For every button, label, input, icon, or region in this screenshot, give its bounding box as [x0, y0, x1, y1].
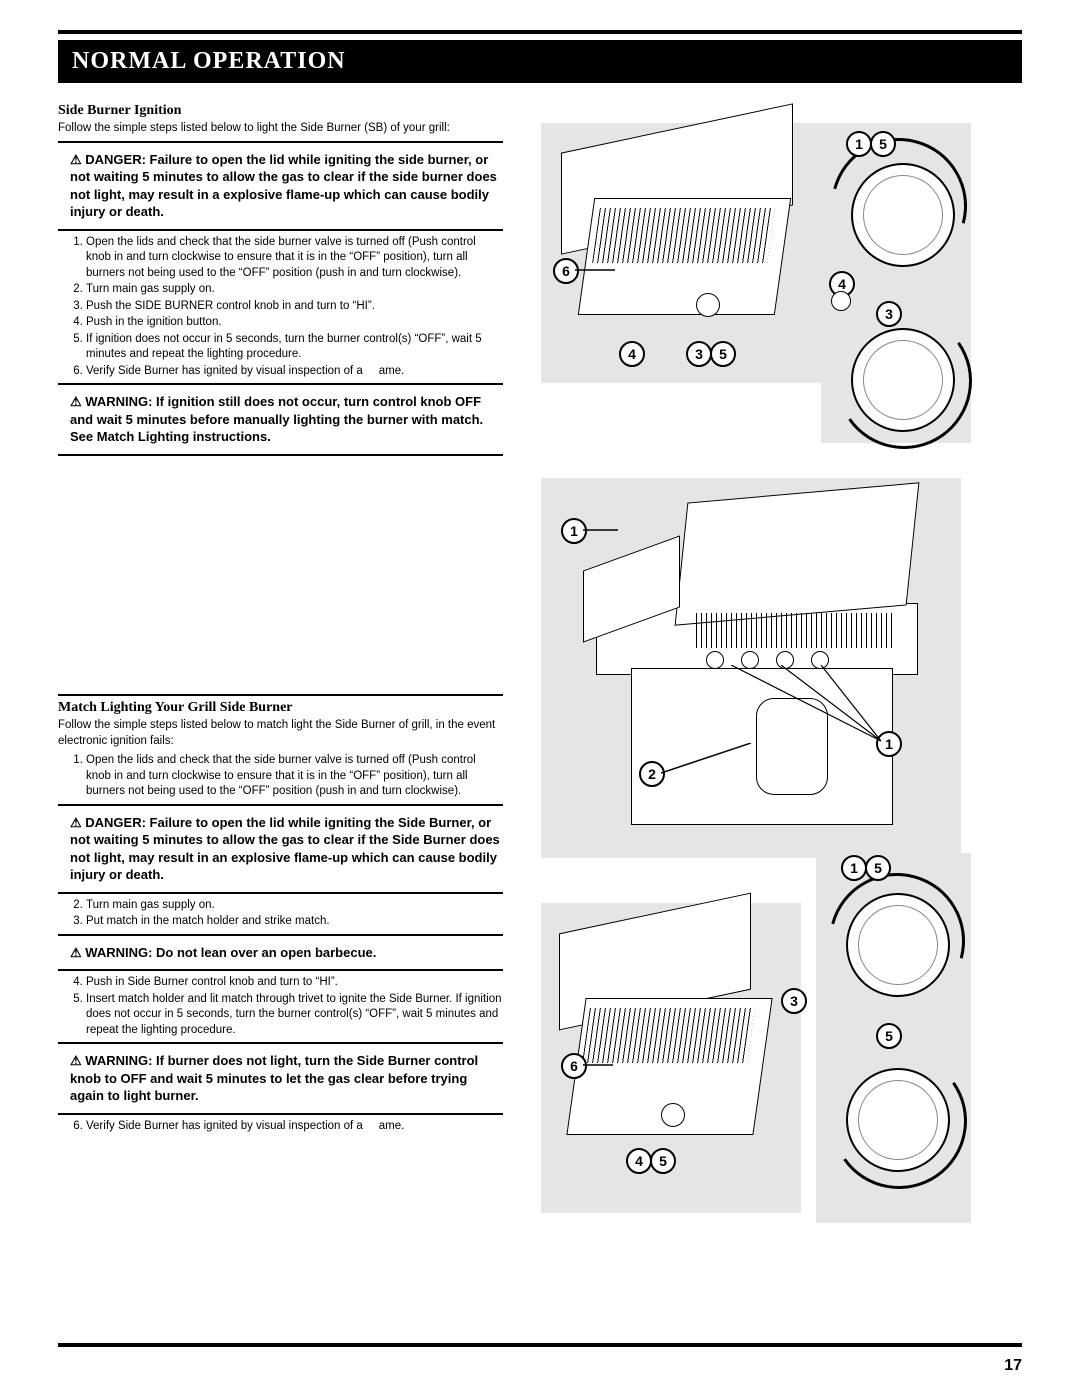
step: Turn main gas supply on. — [86, 282, 503, 298]
figure-area: 6 4 3 5 1 5 4 3 — [531, 103, 1011, 1303]
callout-4: 4 — [619, 341, 645, 367]
fig1-grate — [592, 208, 775, 263]
steps-ignition: Open the lids and check that the side bu… — [74, 235, 503, 380]
step: Push the SIDE BURNER control knob in and… — [86, 299, 503, 315]
callout-5-k: 5 — [865, 855, 891, 881]
step: Insert match holder and lit match throug… — [86, 992, 503, 1039]
callout-1-fig2: 1 — [561, 518, 587, 544]
step: Turn main gas supply on. — [86, 898, 503, 914]
callout-5-mid: 5 — [876, 1023, 902, 1049]
rule — [58, 1042, 503, 1044]
rule — [58, 383, 503, 385]
top-rule — [58, 30, 1022, 34]
callout-5-fig3: 5 — [650, 1148, 676, 1174]
heading-side-burner-ignition: Side Burner Ignition — [58, 103, 503, 119]
steps-match-1: Open the lids and check that the side bu… — [74, 753, 503, 800]
warning-lean: ⚠ WARNING: Do not lean over an open barb… — [58, 940, 503, 966]
step: Verify Side Burner has ignited by visual… — [86, 364, 503, 380]
fig3-grate — [582, 1008, 755, 1063]
callout-3: 3 — [686, 341, 712, 367]
right-column: 6 4 3 5 1 5 4 3 — [531, 103, 1011, 1303]
warning-no-light: ⚠ WARNING: If burner does not light, tur… — [58, 1048, 503, 1109]
fig3-ignitor — [661, 1103, 685, 1127]
callout-1-k: 1 — [841, 855, 867, 881]
rule — [58, 804, 503, 806]
step: Verify Side Burner has ignited by visual… — [86, 1119, 503, 1135]
step: Open the lids and check that the side bu… — [86, 235, 503, 282]
callout-5-top: 5 — [870, 131, 896, 157]
leader-line — [575, 269, 615, 271]
intro-1: Follow the simple steps listed below to … — [58, 121, 503, 137]
step: If ignition does not occur in 5 seconds,… — [86, 332, 503, 363]
page-number: 17 — [1004, 1357, 1022, 1375]
step: Put match in the match holder and strike… — [86, 914, 503, 930]
rule — [58, 969, 503, 971]
callout-5: 5 — [710, 341, 736, 367]
fig2-hood — [675, 482, 920, 625]
danger-1: ⚠ DANGER: Failure to open the lid while … — [58, 147, 503, 225]
manual-page: NORMAL OPERATION Side Burner Ignition Fo… — [0, 0, 1080, 1397]
step: Push in the ignition button. — [86, 315, 503, 331]
fig2-knob — [706, 651, 724, 669]
warning-1: ⚠ WARNING: If ignition still does not oc… — [58, 389, 503, 450]
spacer — [58, 460, 503, 690]
rule — [58, 934, 503, 936]
callout-4-fig3: 4 — [626, 1148, 652, 1174]
callout-6: 6 — [553, 258, 579, 284]
leader-line — [583, 529, 618, 531]
callout-6-fig3: 6 — [561, 1053, 587, 1079]
rule — [58, 892, 503, 894]
danger-2: ⚠ DANGER: Failure to open the lid while … — [58, 810, 503, 888]
callout-1-top: 1 — [846, 131, 872, 157]
steps-match-3: Push in Side Burner control knob and tur… — [74, 975, 503, 1038]
step: Push in Side Burner control knob and tur… — [86, 975, 503, 991]
rule — [58, 229, 503, 231]
fig1-ignitor — [696, 293, 720, 317]
rule — [58, 1113, 503, 1115]
content-columns: Side Burner Ignition Follow the simple s… — [58, 103, 1022, 1303]
intro-2: Follow the simple steps listed below to … — [58, 718, 503, 749]
step: Open the lids and check that the side bu… — [86, 753, 503, 800]
section-title: NORMAL OPERATION — [58, 40, 1022, 83]
steps-match-2: Turn main gas supply on. Put match in th… — [74, 898, 503, 930]
leader-line — [583, 1064, 613, 1066]
heading-match-lighting: Match Lighting Your Grill Side Burner — [58, 700, 503, 716]
steps-match-6: Verify Side Burner has ignited by visual… — [74, 1119, 503, 1135]
fig2-grate — [696, 613, 896, 648]
leader-line — [731, 665, 881, 745]
rule — [58, 141, 503, 143]
rule — [58, 694, 503, 696]
ignitor-dot — [831, 291, 851, 311]
left-column: Side Burner Ignition Follow the simple s… — [58, 103, 503, 1303]
leader-line — [661, 743, 751, 778]
bottom-rule — [58, 1343, 1022, 1347]
callout-3-fig3: 3 — [781, 988, 807, 1014]
rule — [58, 454, 503, 456]
